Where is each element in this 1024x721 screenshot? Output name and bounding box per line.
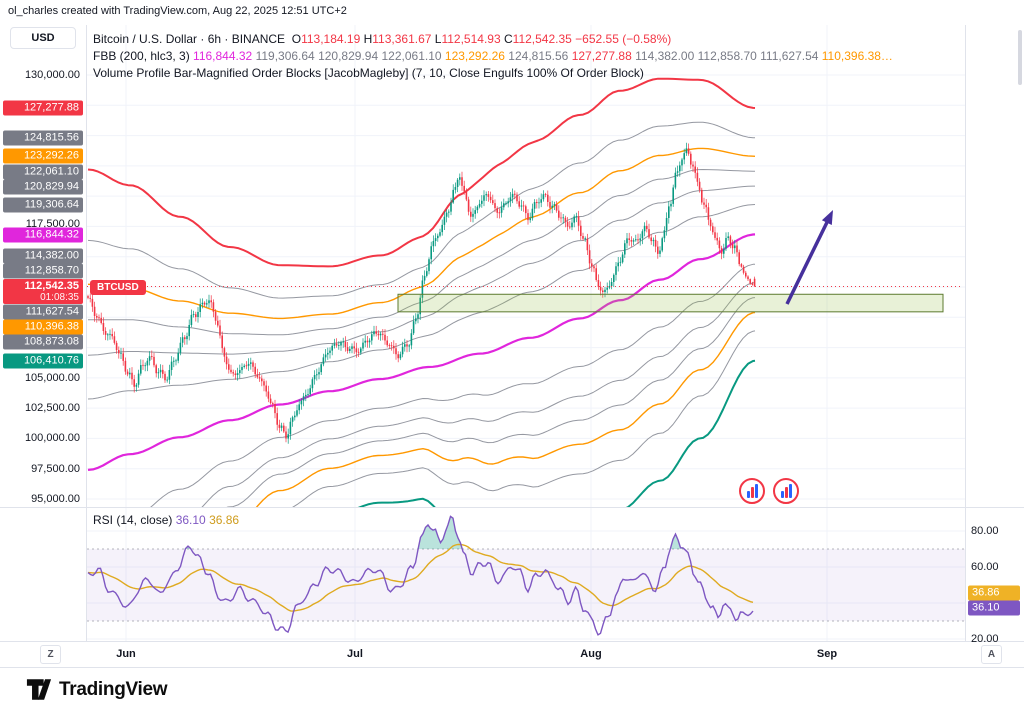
legend-value: H bbox=[363, 32, 373, 46]
legend-value: 36.10 bbox=[175, 513, 210, 527]
legend-value: 113,184.19 bbox=[301, 32, 364, 46]
rsi-layer bbox=[87, 515, 965, 636]
time-axis-label: Jun bbox=[116, 648, 136, 660]
timescale-right-button[interactable]: A bbox=[981, 645, 1002, 664]
time-axis-label: Sep bbox=[816, 648, 838, 660]
price-axis[interactable]: 130,000.00 117,500.00 105,000.00 102,500.00… bbox=[0, 0, 86, 641]
legend-value: 122,061.10 bbox=[381, 49, 445, 63]
timescale-left-button[interactable]: Z bbox=[40, 645, 61, 664]
legend-value: RSI (14, close) bbox=[93, 513, 176, 527]
indicator-legend: Bitcoin / U.S. Dollar · 6h · BINANCE O11… bbox=[93, 31, 893, 82]
legend-value: 124,815.56 bbox=[508, 49, 572, 63]
price-axis-badge: 116,844.32 bbox=[3, 227, 83, 243]
price-axis-badge: 110,396.38 bbox=[3, 319, 83, 335]
rsi-legend[interactable]: RSI (14, close) 36.10 36.86 bbox=[93, 513, 239, 527]
legend-value: 123,292.26 bbox=[444, 49, 509, 63]
price-axis-label: 130,000.00 bbox=[24, 69, 80, 81]
price-axis-label: 97,500.00 bbox=[31, 463, 80, 475]
legend-value: Bitcoin / U.S. Dollar · 6h · BINANCE bbox=[93, 32, 292, 46]
legend-value: −652.55 (−0.58%) bbox=[575, 32, 672, 46]
trend-arrow[interactable] bbox=[785, 210, 833, 305]
price-axis-badge: 112,858.70 bbox=[3, 263, 83, 279]
price-axis-badge: 106,410.76 bbox=[3, 353, 83, 369]
order-block[interactable] bbox=[397, 293, 944, 313]
rsi-value-axis[interactable]: 80.00 60.00 20.00 36.86 36.10 bbox=[966, 0, 1024, 660]
legend-value: 111,627.54 bbox=[760, 49, 822, 63]
scrollbar[interactable] bbox=[1018, 30, 1022, 85]
legend-value: O bbox=[291, 32, 302, 46]
tradingview-logo[interactable]: TradingView bbox=[26, 677, 168, 702]
price-axis-label: 102,500.00 bbox=[24, 402, 80, 414]
bar-countdown: 01:08:35 bbox=[40, 292, 79, 303]
time-axis[interactable]: Z A Jun Jul Aug Sep bbox=[0, 642, 1024, 667]
indicator-stamp-icon bbox=[739, 478, 765, 504]
time-axis-label: Aug bbox=[580, 648, 602, 660]
attribution-text: ol_charles created with TradingView.com,… bbox=[8, 5, 347, 17]
price-axis-badge: 114,382.00 bbox=[3, 248, 83, 264]
price-axis-badge: 122,061.10 bbox=[3, 164, 83, 180]
volume-profile-legend[interactable]: Volume Profile Bar-Magnified Order Block… bbox=[93, 66, 644, 80]
legend-value: 112,858.70 bbox=[697, 49, 761, 63]
legend-value: 119,306.64 bbox=[255, 49, 319, 63]
legend-value: FBB (200, hlc3, 3) bbox=[93, 49, 194, 63]
fbb-legend[interactable]: FBB (200, hlc3, 3) 116,844.32 119,306.64… bbox=[93, 48, 893, 65]
last-price-badge: 112,542.35 01:08:35 bbox=[3, 279, 83, 304]
rsi-axis-label: 20.00 bbox=[971, 633, 999, 645]
grid-layer bbox=[87, 25, 965, 641]
price-axis-badge: 123,292.26 bbox=[3, 148, 83, 164]
symbol-ohlc-legend[interactable]: Bitcoin / U.S. Dollar · 6h · BINANCE O11… bbox=[93, 31, 893, 48]
legend-value: 120,829.94 bbox=[318, 49, 382, 63]
price-axis-label: 105,000.00 bbox=[24, 372, 80, 384]
price-axis-badge: 127,277.88 bbox=[3, 100, 83, 116]
legend-value: 116,844.32 bbox=[193, 49, 256, 63]
price-axis-label: 100,000.00 bbox=[24, 432, 80, 444]
tradingview-wordmark: TradingView bbox=[59, 678, 168, 700]
last-price: 112,542.35 bbox=[24, 280, 79, 292]
legend-value: 127,277.88 bbox=[571, 49, 636, 63]
price-axis-badge: 108,873.08 bbox=[3, 334, 83, 350]
price-axis-badge: 111,627.54 bbox=[3, 304, 83, 320]
rsi-axis-label: 80.00 bbox=[971, 525, 999, 537]
symbol-price-tag: BTCUSD bbox=[90, 280, 146, 295]
time-axis-label: Jul bbox=[347, 648, 363, 660]
legend-value: L bbox=[434, 32, 442, 46]
legend-value: 110,396.38… bbox=[821, 49, 893, 63]
price-axis-badge: 124,815.56 bbox=[3, 130, 83, 146]
legend-value: 114,382.00 bbox=[635, 49, 698, 63]
legend-value: 36.86 bbox=[209, 513, 240, 527]
legend-value: 112,514.93 bbox=[441, 32, 504, 46]
rsi-value-badge: 36.86 bbox=[968, 585, 1020, 601]
tradingview-mark-icon bbox=[26, 679, 52, 700]
indicator-stamp-icon bbox=[773, 478, 799, 504]
legend-value: 112,542.35 bbox=[512, 32, 576, 46]
rsi-axis-label: 60.00 bbox=[971, 561, 999, 573]
rsi-value-badge: 36.10 bbox=[968, 600, 1020, 616]
legend-value: C bbox=[503, 32, 513, 46]
price-axis-badge: 119,306.64 bbox=[3, 197, 83, 213]
price-axis-badge: 120,829.94 bbox=[3, 179, 83, 195]
price-axis-label: 95,000.00 bbox=[31, 493, 80, 505]
legend-value: 113,361.67 bbox=[372, 32, 435, 46]
fbb-bands-layer bbox=[87, 77, 756, 507]
currency-button[interactable]: USD bbox=[10, 27, 76, 49]
candles-layer bbox=[87, 142, 756, 444]
price-axis-label: 117,500.00 bbox=[25, 218, 80, 230]
